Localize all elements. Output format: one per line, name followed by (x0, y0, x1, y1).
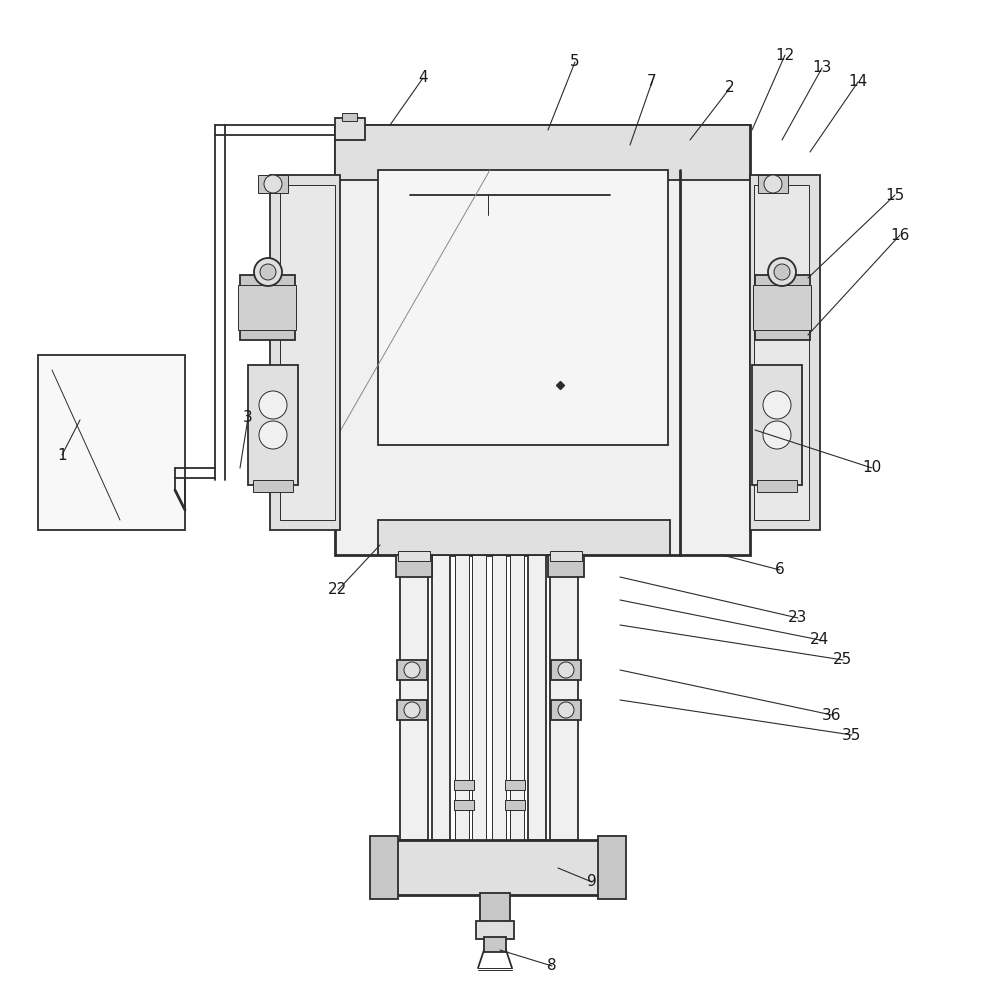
Bar (454, 800, 474, 810)
Bar (400, 555, 428, 840)
Text: 8: 8 (547, 958, 557, 974)
Text: 14: 14 (848, 75, 868, 90)
Bar (270, 175, 340, 530)
Circle shape (254, 258, 282, 286)
Bar (472, 555, 486, 840)
Bar (551, 700, 581, 720)
Circle shape (404, 702, 420, 718)
Bar (335, 125, 750, 180)
Text: 15: 15 (886, 188, 904, 202)
Text: 35: 35 (843, 728, 861, 742)
Circle shape (558, 702, 574, 718)
Bar (455, 555, 469, 840)
Bar (750, 175, 820, 530)
Text: 3: 3 (244, 410, 253, 426)
Bar (385, 840, 610, 895)
Bar (528, 555, 546, 840)
Bar (755, 275, 810, 340)
Bar (757, 480, 797, 492)
Circle shape (264, 175, 282, 193)
Circle shape (260, 264, 276, 280)
Bar (335, 125, 750, 555)
Circle shape (768, 258, 796, 286)
Circle shape (763, 391, 791, 419)
Text: 10: 10 (862, 460, 882, 476)
Text: 13: 13 (812, 60, 832, 76)
Bar (397, 660, 427, 680)
Bar (258, 175, 288, 193)
Text: 5: 5 (571, 54, 579, 70)
Bar (753, 285, 811, 330)
Text: 1: 1 (57, 448, 67, 462)
Bar (505, 780, 525, 790)
Text: 22: 22 (328, 582, 348, 597)
Text: 25: 25 (834, 652, 852, 668)
Bar (238, 285, 296, 330)
Bar (476, 921, 514, 939)
Bar (38, 355, 185, 530)
Bar (342, 113, 357, 121)
Bar (505, 800, 525, 810)
Bar (253, 480, 293, 492)
Text: 2: 2 (725, 81, 735, 96)
Bar (248, 365, 298, 485)
Text: 6: 6 (775, 562, 785, 578)
Bar (754, 185, 809, 520)
Circle shape (259, 421, 287, 449)
Text: 16: 16 (891, 228, 909, 242)
Text: 4: 4 (418, 70, 428, 86)
Text: 7: 7 (647, 75, 657, 90)
Bar (484, 937, 506, 952)
Bar (548, 555, 584, 577)
Text: 36: 36 (822, 708, 842, 722)
Text: 12: 12 (776, 47, 794, 62)
Bar (370, 836, 398, 899)
Bar (550, 555, 578, 840)
Bar (480, 893, 510, 925)
Circle shape (404, 662, 420, 678)
Bar (335, 118, 365, 140)
Bar (280, 185, 335, 520)
Bar (432, 555, 450, 840)
Circle shape (763, 421, 791, 449)
Bar (240, 275, 295, 340)
Bar (758, 175, 788, 193)
Bar (510, 555, 524, 840)
Bar (454, 780, 474, 790)
Bar (551, 660, 581, 680)
Bar (598, 836, 626, 899)
Text: 24: 24 (810, 633, 830, 648)
Bar (397, 700, 427, 720)
Bar (492, 555, 506, 840)
Bar (378, 520, 670, 555)
Circle shape (774, 264, 790, 280)
Circle shape (558, 662, 574, 678)
Bar (396, 555, 432, 577)
Circle shape (764, 175, 782, 193)
Bar (398, 551, 430, 561)
Text: 9: 9 (587, 874, 597, 890)
Bar (378, 170, 668, 445)
Circle shape (259, 391, 287, 419)
Text: 23: 23 (789, 610, 807, 626)
Bar (752, 365, 802, 485)
Bar (550, 551, 582, 561)
